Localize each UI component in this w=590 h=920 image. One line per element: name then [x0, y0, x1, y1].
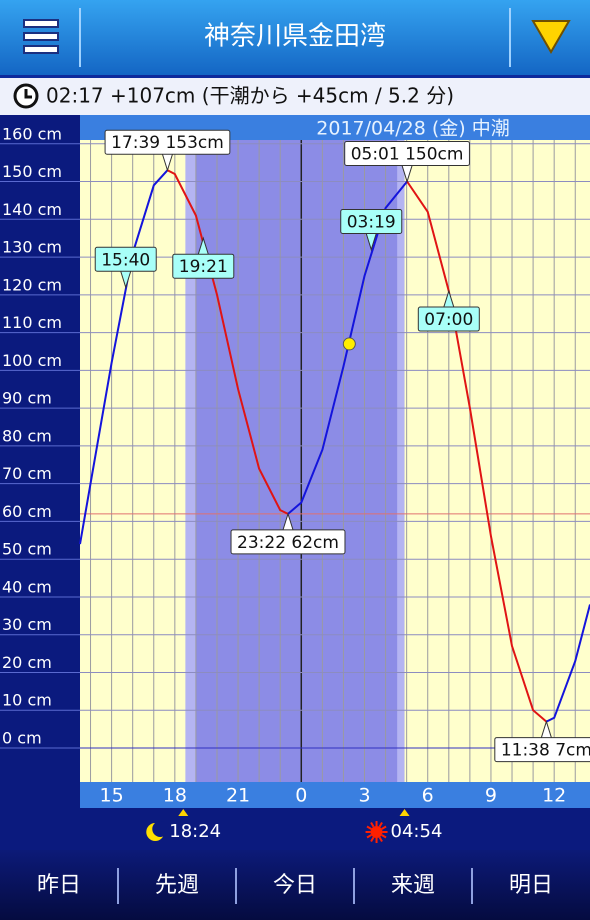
annotation-box [172, 253, 235, 279]
sun-marker [399, 809, 410, 816]
chart-title: 2017/04/28 (金) 中潮 [316, 118, 509, 140]
status-text: 02:17 +107cm (干潮から +45cm / 5.2 分) [46, 84, 454, 108]
x-tick-label: 3 [358, 785, 370, 807]
x-tick-label: 9 [485, 785, 497, 807]
sun-ray [370, 821, 375, 828]
status-border [0, 75, 590, 78]
annotation-label: 17:39 153cm [111, 133, 224, 153]
plot-area: 0 cm 10 cm 20 cm 30 cm 40 cm 50 cm 60 cm 70 cm 8… [0, 124, 590, 850]
annotation: 15:40 [94, 246, 157, 289]
tide-line [545, 604, 590, 723]
y-tick-label: 100 cm [2, 351, 62, 370]
annotation: 19:21 [172, 236, 235, 279]
annotation-box [94, 246, 157, 272]
annotation: 23:22 62cm [230, 512, 346, 555]
sun-ray [366, 834, 372, 839]
tide-line [167, 169, 289, 515]
x-tick-label: 12 [542, 785, 566, 807]
status-bar [0, 78, 590, 115]
y-tick-label: 120 cm [2, 275, 62, 294]
x-tick-label: 6 [422, 785, 434, 807]
annotation-pointer [540, 719, 552, 738]
y-tick-label: 160 cm [2, 124, 62, 143]
sun-ray [381, 834, 387, 839]
x-tick-label: 15 [100, 785, 124, 807]
footer-button[interactable]: 明日 [509, 873, 553, 898]
moon-marker [178, 809, 189, 816]
annotation-label: 11:38 7cm [501, 741, 590, 761]
sun-ray [378, 821, 383, 828]
header-bar [0, 0, 590, 75]
annotation-label: 15:40 [101, 250, 150, 270]
current-point [342, 337, 356, 351]
y-tick-label: 150 cm [2, 162, 62, 181]
y-tick-label: 130 cm [2, 238, 62, 257]
footer-buttons: 昨日 先週 今日 来週 明日 [37, 868, 553, 904]
y-tick-label: 60 cm [2, 502, 52, 521]
annotation-box [344, 141, 470, 167]
hour-strip [80, 782, 590, 808]
annotation-pointer [443, 289, 455, 308]
y-tick-label: 50 cm [2, 540, 52, 559]
y-tick-label: 40 cm [2, 577, 52, 596]
footer-button[interactable]: 昨日 [37, 873, 81, 898]
annotation: 03:19 [340, 209, 403, 252]
tide-line [287, 180, 408, 515]
y-tick-label: 80 cm [2, 426, 52, 445]
annotation-box [340, 209, 403, 235]
annotation-pointer [120, 271, 132, 289]
moon-icon-cut [152, 821, 169, 837]
annotation-pointer [282, 512, 294, 531]
sun-ray [378, 836, 383, 843]
annotation-pointer [365, 233, 377, 252]
clock-icon [13, 83, 39, 109]
annotation-box [417, 306, 480, 332]
y-tick-label: 110 cm [2, 313, 62, 332]
annotation-pointer [161, 154, 173, 172]
footer-button[interactable]: 来週 [391, 873, 435, 898]
sun-ray [366, 825, 372, 830]
annotation-box [104, 129, 231, 155]
night-band [195, 140, 398, 782]
annotation-label: 05:01 150cm [351, 145, 464, 165]
tide-line [406, 180, 548, 723]
y-tick-label: 90 cm [2, 389, 52, 408]
footer-button[interactable]: 先週 [155, 873, 199, 898]
x-tick-label: 18 [163, 785, 187, 807]
annotation: 07:00 [417, 289, 480, 332]
x-tick-label: 21 [226, 785, 250, 807]
annotation-label: 07:00 [424, 310, 473, 330]
footer-bar [0, 850, 590, 920]
y-tick-label: 0 cm [2, 729, 42, 748]
y-tick-label: 140 cm [2, 200, 62, 219]
header-title: 神奈川県金田湾 [204, 22, 386, 52]
sun-time: 04:54 [391, 821, 443, 842]
annotation-box [230, 529, 346, 555]
y-tick-label: 30 cm [2, 615, 52, 634]
sun-ray [381, 825, 387, 830]
y-tick-label: 10 cm [2, 691, 52, 710]
annotation-label: 03:19 [347, 213, 396, 233]
annotation-label: 19:21 [179, 257, 228, 277]
sun-icon [370, 826, 383, 838]
annotation: 11:38 7cm [494, 719, 590, 763]
annotation-label: 23:22 62cm [237, 533, 339, 553]
moon-time: 18:24 [169, 821, 221, 842]
footer-button[interactable]: 今日 [273, 873, 317, 898]
y-tick-label: 70 cm [2, 464, 52, 483]
sun-ray [370, 836, 375, 843]
menu-button[interactable] [23, 19, 59, 54]
annotation-pointer [197, 236, 209, 255]
annotation-box [494, 737, 590, 763]
annotation: 17:39 153cm [104, 129, 231, 172]
axis-panel [0, 115, 80, 850]
tide-line [79, 169, 169, 545]
annotation: 05:01 150cm [344, 141, 470, 184]
dropdown-button[interactable] [531, 20, 571, 54]
annotation-pointer [401, 165, 413, 184]
y-tick-label: 20 cm [2, 653, 52, 672]
x-tick-label: 0 [295, 785, 307, 807]
